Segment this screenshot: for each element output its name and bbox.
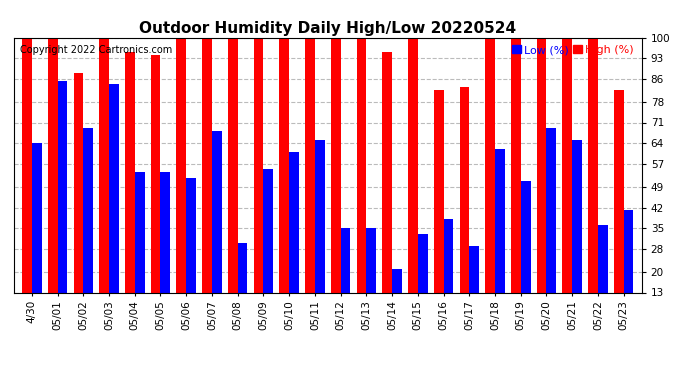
Bar xyxy=(392,269,402,331)
Bar xyxy=(289,152,299,331)
Legend: Low (%), High (%): Low (%), High (%) xyxy=(509,43,636,57)
Bar xyxy=(48,38,57,331)
Bar xyxy=(382,52,392,331)
Bar xyxy=(614,90,624,331)
Bar xyxy=(83,128,93,331)
Bar xyxy=(109,84,119,331)
Bar xyxy=(99,38,109,331)
Bar xyxy=(177,38,186,331)
Bar xyxy=(469,246,479,331)
Bar xyxy=(521,181,531,331)
Bar xyxy=(495,149,505,331)
Bar xyxy=(202,38,212,331)
Bar xyxy=(237,243,248,331)
Bar xyxy=(624,210,633,331)
Bar xyxy=(562,38,572,331)
Bar xyxy=(511,38,521,331)
Bar xyxy=(161,172,170,331)
Bar xyxy=(485,38,495,331)
Bar xyxy=(212,131,221,331)
Bar xyxy=(125,52,135,331)
Bar xyxy=(22,38,32,331)
Bar xyxy=(74,73,83,331)
Bar xyxy=(331,38,341,331)
Bar xyxy=(150,55,161,331)
Bar xyxy=(305,38,315,331)
Bar xyxy=(460,87,469,331)
Bar xyxy=(357,38,366,331)
Bar xyxy=(444,219,453,331)
Bar xyxy=(598,225,608,331)
Bar xyxy=(572,140,582,331)
Bar xyxy=(32,143,41,331)
Bar xyxy=(135,172,144,331)
Title: Outdoor Humidity Daily High/Low 20220524: Outdoor Humidity Daily High/Low 20220524 xyxy=(139,21,516,36)
Bar xyxy=(57,81,68,331)
Bar xyxy=(264,170,273,331)
Bar xyxy=(434,90,444,331)
Bar xyxy=(537,38,546,331)
Bar xyxy=(279,38,289,331)
Bar xyxy=(186,178,196,331)
Bar xyxy=(228,38,237,331)
Bar xyxy=(546,128,556,331)
Bar xyxy=(254,38,264,331)
Bar xyxy=(408,38,418,331)
Bar xyxy=(341,228,351,331)
Text: Copyright 2022 Cartronics.com: Copyright 2022 Cartronics.com xyxy=(20,45,172,55)
Bar xyxy=(366,228,376,331)
Bar xyxy=(588,38,598,331)
Bar xyxy=(315,140,325,331)
Bar xyxy=(418,234,428,331)
